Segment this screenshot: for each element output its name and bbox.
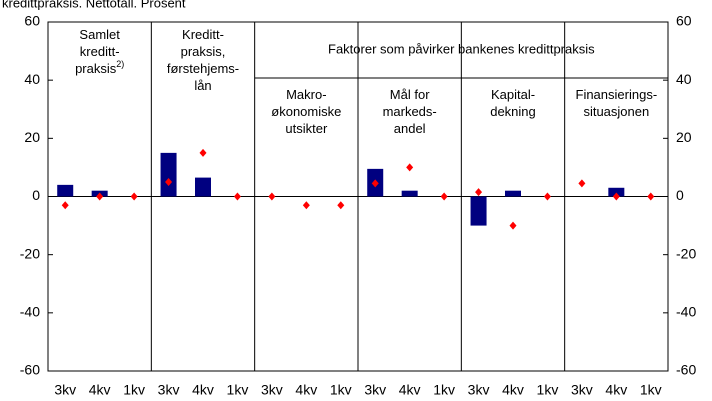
- x-tick-label: 1kv: [227, 382, 249, 398]
- bar: [195, 177, 211, 197]
- x-tick-label: 4kv: [295, 382, 317, 398]
- marker: [543, 192, 551, 201]
- x-tick-label: 1kv: [330, 382, 352, 398]
- x-tick-label: 3kv: [468, 382, 490, 398]
- x-tick-label: 3kv: [54, 382, 76, 398]
- bar: [608, 187, 625, 197]
- group-note: 2): [116, 59, 124, 69]
- group-label-line: Finansierings-: [576, 87, 658, 102]
- group-label-line: praksis: [75, 61, 117, 76]
- x-tick-label: 1kv: [640, 382, 662, 398]
- marker: [337, 201, 345, 210]
- marker: [199, 148, 207, 157]
- chart-subtitle: kredittpraksis. Nettotall. Prosent: [2, 0, 186, 10]
- y2-tick-label: 20: [676, 129, 692, 145]
- group-label: Samlet kreditt-praksis2): [75, 27, 124, 76]
- group-label-line: førstehjems-: [167, 61, 239, 76]
- marker: [406, 163, 414, 172]
- group-label-line: Mål for: [390, 87, 430, 102]
- header: Faktorer som påvirker bankenes kredittpr…: [328, 41, 595, 56]
- x-tick-label: 4kv: [399, 382, 421, 398]
- group-label-line: utsikter: [285, 121, 328, 136]
- marker: [647, 192, 655, 201]
- y2-tick-label: 40: [676, 71, 692, 87]
- x-tick-label: 1kv: [433, 382, 455, 398]
- group-label-line: økonomiske: [271, 104, 341, 119]
- marker: [268, 192, 276, 201]
- x-tick-label: 3kv: [364, 382, 386, 398]
- bar: [57, 184, 74, 197]
- group-label-line: Kreditt-: [182, 27, 224, 42]
- y-tick-label: 0: [32, 187, 40, 203]
- y-tick-label: 20: [24, 129, 40, 145]
- group-label-line: Samlet: [79, 27, 120, 42]
- bar: [470, 196, 487, 226]
- marker: [612, 192, 620, 201]
- group-label-line: andel: [394, 121, 426, 136]
- marker: [475, 188, 483, 197]
- y-tick-label: -20: [20, 245, 40, 261]
- bar: [401, 190, 418, 197]
- x-tick-label: 1kv: [123, 382, 145, 398]
- group-label-line: kreditt-: [80, 44, 120, 59]
- y-tick-label: -60: [20, 362, 40, 378]
- x-tick-label: 4kv: [89, 382, 111, 398]
- y-tick-label: -40: [20, 304, 40, 320]
- y-tick-label: 40: [24, 71, 40, 87]
- marker: [165, 177, 173, 186]
- bar: [160, 152, 177, 197]
- marker: [96, 192, 104, 201]
- marker: [130, 192, 138, 201]
- y2-tick-label: -60: [676, 362, 696, 378]
- y2-tick-label: 60: [676, 13, 692, 29]
- marker: [440, 192, 448, 201]
- x-tick-label: 4kv: [502, 382, 524, 398]
- x-tick-label: 4kv: [605, 382, 627, 398]
- group-label-line: lån: [194, 78, 211, 93]
- group-label: Mål for markeds-andel: [383, 87, 437, 136]
- marker: [578, 179, 586, 188]
- group-label-line: markeds-: [383, 104, 437, 119]
- group-label: Kreditt-praksis, førstehjems-lån: [167, 27, 239, 93]
- marker: [61, 201, 69, 210]
- marker: [302, 201, 310, 210]
- group-label: Finansierings-situasjonen: [576, 87, 658, 119]
- group-label-line: dekning: [490, 104, 536, 119]
- group-label: Makro-økonomiske utsikter: [271, 87, 341, 136]
- y-tick-label: 60: [24, 13, 40, 29]
- group-label-line: Kapital-: [491, 87, 535, 102]
- y2-tick-label: -40: [676, 304, 696, 320]
- group-label-line: situasjonen: [583, 104, 649, 119]
- x-tick-label: 3kv: [261, 382, 283, 398]
- y2-tick-label: 0: [676, 187, 684, 203]
- x-tick-label: 1kv: [537, 382, 559, 398]
- marker: [509, 221, 517, 230]
- y2-tick-label: -20: [676, 245, 696, 261]
- x-tick-label: 3kv: [571, 382, 593, 398]
- bar: [505, 190, 521, 197]
- group-label: Kapital-dekning: [490, 87, 536, 119]
- marker: [371, 179, 379, 188]
- marker: [233, 192, 241, 201]
- group-label-line: praksis,: [181, 44, 226, 59]
- x-tick-label: 4kv: [192, 382, 214, 398]
- group-label-line: Makro-: [286, 87, 326, 102]
- x-tick-label: 3kv: [158, 382, 180, 398]
